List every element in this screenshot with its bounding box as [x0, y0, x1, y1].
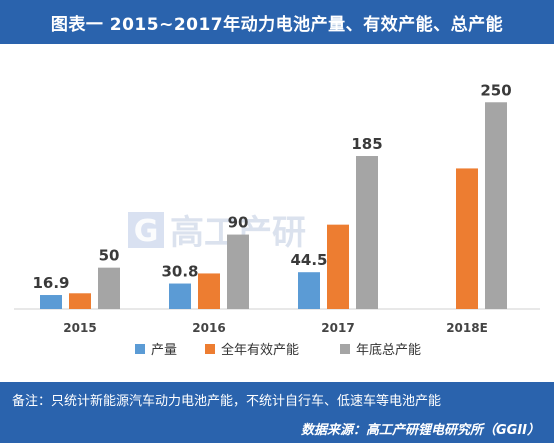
data-label-2015-series-3: 50 — [99, 247, 120, 265]
x-tick-label-2015: 2015 — [63, 321, 96, 335]
watermark-logo-box — [128, 212, 164, 248]
footer-note: 备注：只统计新能源汽车动力电池产能，不统计自行车、低速车等电池产能 — [12, 394, 442, 409]
legend-label-series-1: 产量 — [151, 343, 177, 358]
legend-swatch-series-1 — [135, 344, 145, 354]
chart-title: 图表一 2015~2017年动力电池产量、有效产能、总产能 — [0, 0, 554, 44]
watermark-logo-letter: G — [134, 214, 159, 249]
x-tick-label-2018e: 2018E — [446, 321, 488, 335]
bar-2017-series-1 — [298, 272, 320, 309]
data-label-2016-series-1: 30.8 — [161, 263, 198, 281]
data-label-2017-series-3: 185 — [351, 135, 382, 153]
legend-label-series-3: 年底总产能 — [356, 342, 421, 358]
data-label-2016-series-3: 90 — [228, 214, 249, 232]
data-source: 数据来源：高工产研锂电研究所（GGII） — [300, 423, 540, 438]
legend-swatch-series-2 — [205, 344, 215, 354]
legend-swatch-series-3 — [340, 344, 350, 354]
bar-2016-series-3 — [227, 234, 249, 309]
bar-2015-series-3 — [98, 267, 120, 309]
bar-2015-series-2 — [69, 293, 91, 309]
bar-2018e-series-3 — [485, 102, 507, 309]
data-label-2017-series-1: 44.5 — [290, 251, 327, 269]
footer-bar: 备注：只统计新能源汽车动力电池产能，不统计自行车、低速车等电池产能 数据来源：高… — [0, 382, 554, 443]
x-tick-label-2017: 2017 — [321, 321, 354, 335]
data-label-2018e-series-3: 250 — [480, 81, 511, 99]
legend-label-series-2: 全年有效产能 — [221, 342, 299, 358]
bar-2016-series-2 — [198, 273, 220, 309]
bar-2018e-series-2 — [456, 168, 478, 309]
bar-2017-series-2 — [327, 224, 349, 309]
bar-2015-series-1 — [40, 295, 62, 309]
x-tick-label-2016: 2016 — [192, 321, 225, 335]
data-label-2015-series-1: 16.9 — [32, 274, 69, 292]
bar-2017-series-3 — [356, 156, 378, 309]
bar-2016-series-1 — [169, 283, 191, 309]
